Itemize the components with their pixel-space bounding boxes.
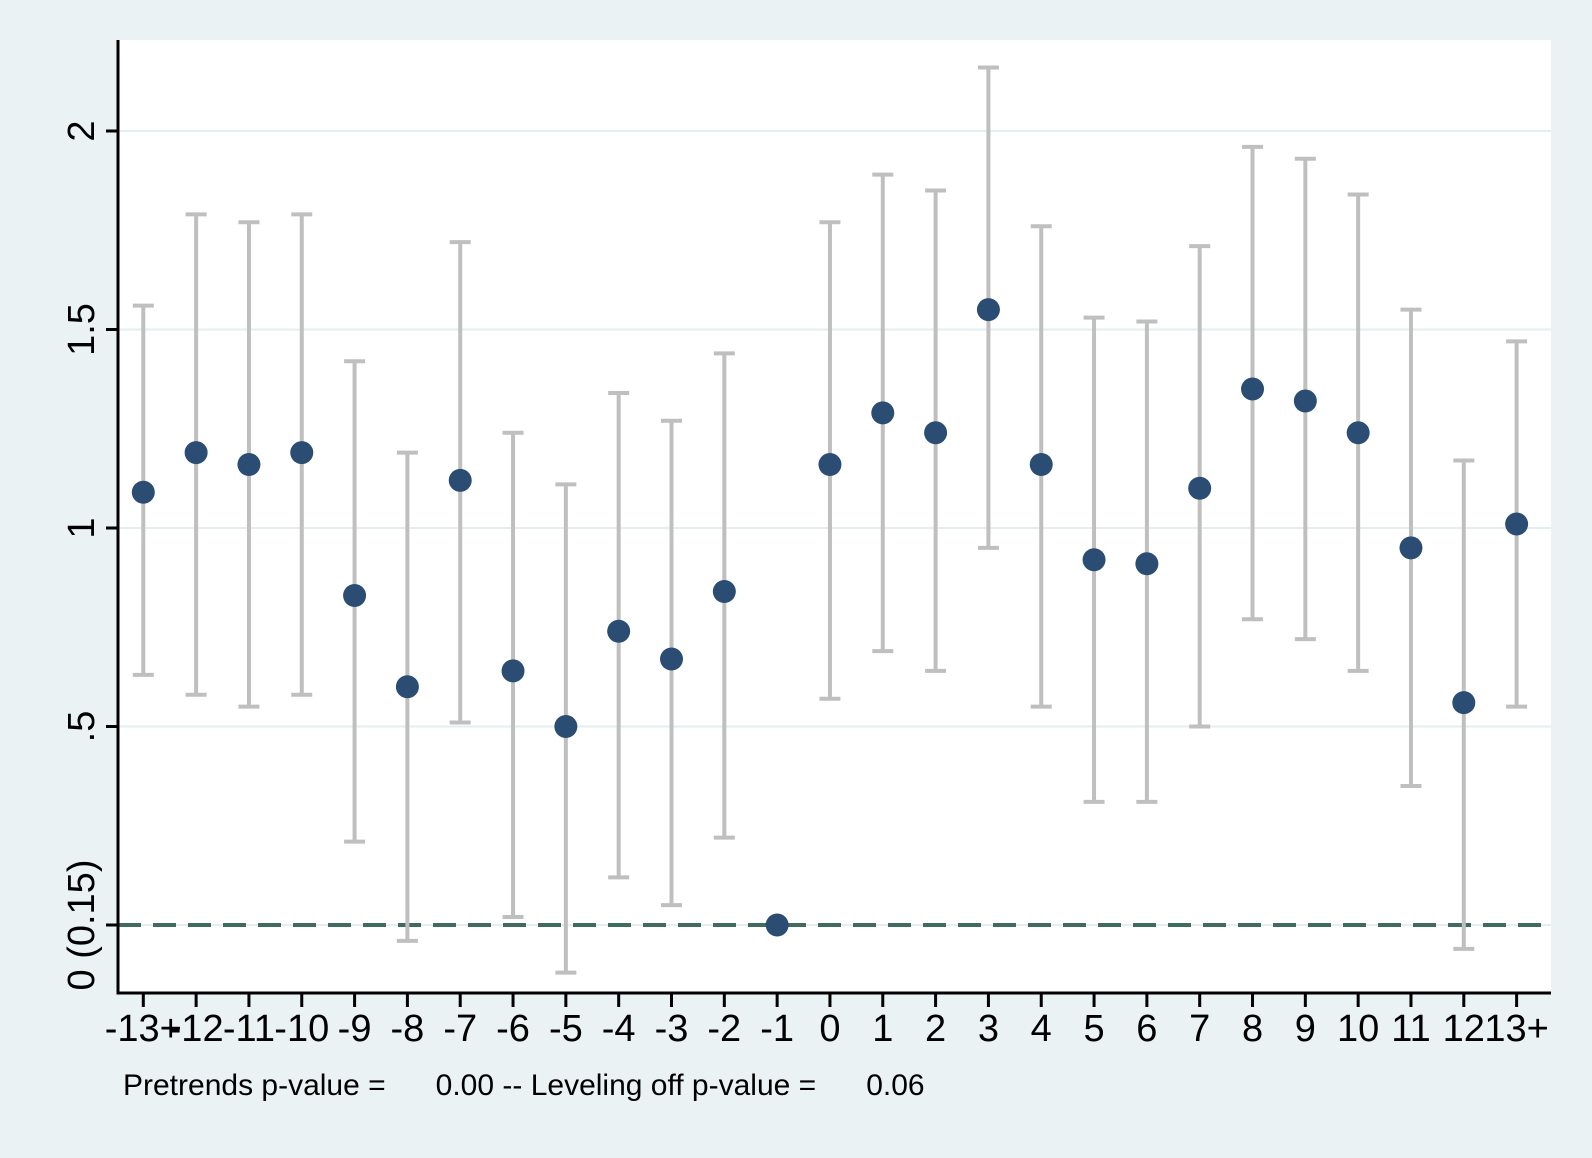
- x-tick-label: -3: [655, 1008, 689, 1050]
- x-tick-label: -8: [391, 1008, 425, 1050]
- x-tick-label: 2: [925, 1008, 946, 1050]
- x-tick-label: 3: [978, 1008, 999, 1050]
- point-estimate-marker: [290, 441, 314, 465]
- point-estimate-marker: [1399, 536, 1423, 560]
- point-estimate-marker: [131, 480, 155, 504]
- point-estimate-marker: [1029, 452, 1053, 476]
- y-tick-label: .5: [61, 711, 103, 743]
- point-estimate-marker: [1188, 476, 1212, 500]
- y-tick-label: 1.5: [61, 303, 103, 356]
- x-tick-label: -6: [496, 1008, 530, 1050]
- x-tick-label: 0: [819, 1008, 840, 1050]
- y-tick-label: 0 (0.15): [61, 860, 103, 991]
- point-estimate-marker: [448, 468, 472, 492]
- chart-note: Pretrends p-value = 0.00 -- Leveling off…: [123, 1069, 925, 1102]
- point-estimate-marker: [976, 298, 1000, 322]
- point-estimate-marker: [343, 583, 367, 607]
- point-estimate-marker: [660, 647, 683, 671]
- x-tick-label: -12: [169, 1008, 224, 1050]
- point-estimate-marker: [871, 401, 895, 425]
- x-tick-label: 1: [872, 1008, 893, 1050]
- plot-area: [118, 40, 1551, 993]
- point-estimate-marker: [1135, 552, 1159, 576]
- point-estimate-marker: [1505, 512, 1529, 536]
- point-estimate-marker: [184, 441, 208, 465]
- point-estimate-marker: [1293, 389, 1317, 413]
- x-tick-label: 12: [1443, 1008, 1485, 1050]
- x-tick-label: -2: [707, 1008, 741, 1050]
- x-tick-label: -13+: [105, 1008, 182, 1050]
- point-estimate-marker: [1346, 421, 1370, 445]
- point-estimate-marker: [1241, 377, 1265, 401]
- point-estimate-marker: [607, 619, 631, 643]
- x-tick-label: 11: [1391, 1008, 1430, 1050]
- x-tick-label: 10: [1337, 1008, 1379, 1050]
- point-estimate-marker: [712, 580, 736, 604]
- x-tick-label: 6: [1136, 1008, 1157, 1050]
- x-tick-label: -7: [443, 1008, 477, 1050]
- point-estimate-marker: [924, 421, 948, 445]
- point-estimate-marker: [818, 452, 842, 476]
- point-estimate-marker: [501, 659, 525, 683]
- point-estimate-marker: [554, 715, 578, 738]
- point-estimate-marker: [765, 913, 789, 937]
- x-tick-label: -5: [549, 1008, 583, 1050]
- x-tick-label: -1: [760, 1008, 794, 1050]
- y-tick-label: 1: [61, 517, 103, 538]
- x-tick-label: 8: [1242, 1008, 1263, 1050]
- y-tick-label: 2: [61, 120, 103, 141]
- x-tick-label: 4: [1031, 1008, 1052, 1050]
- x-tick-label: -11: [223, 1008, 275, 1050]
- x-tick-label: -9: [338, 1008, 372, 1050]
- point-estimate-marker: [1452, 691, 1476, 715]
- x-tick-label: 7: [1189, 1008, 1210, 1050]
- x-tick-label: 5: [1083, 1008, 1104, 1050]
- point-estimate-marker: [237, 452, 261, 476]
- x-tick-label: 13+: [1484, 1008, 1548, 1050]
- x-tick-label: 9: [1295, 1008, 1316, 1050]
- point-estimate-marker: [395, 675, 419, 699]
- x-tick-label: -4: [602, 1008, 636, 1050]
- point-estimate-marker: [1082, 548, 1106, 572]
- x-tick-label: -10: [274, 1008, 329, 1050]
